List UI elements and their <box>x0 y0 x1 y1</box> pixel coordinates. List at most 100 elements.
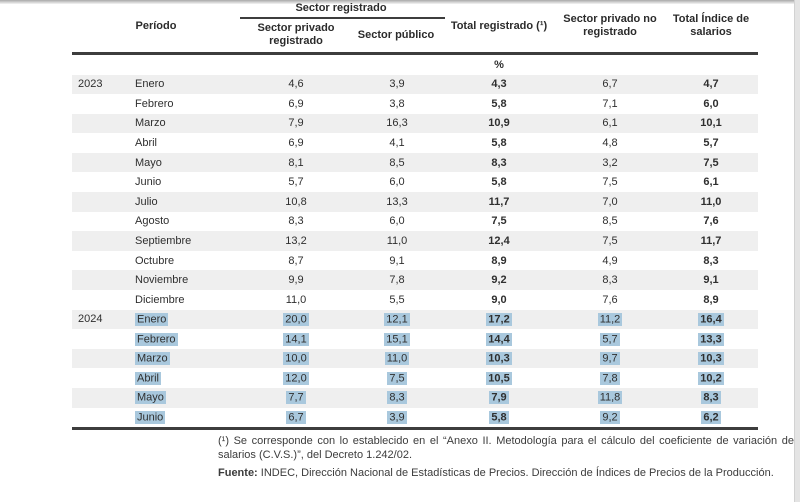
cell-total-registered: 7,5 <box>491 215 507 228</box>
selected-text: Abril <box>135 371 162 385</box>
group-header-underline <box>240 17 445 19</box>
cell-public: 7,8 <box>389 274 405 287</box>
cell-private-registered: 20,0 <box>240 312 352 326</box>
table-row: Marzo 7,9 16,3 10,9 6,1 10,1 <box>72 113 758 134</box>
selected-text: Junio <box>135 410 166 424</box>
unit-row: % <box>72 55 758 75</box>
selected-text: Febrero <box>135 332 178 346</box>
cell-private-unregistered: 3,2 <box>602 156 618 169</box>
cell-month: Julio <box>135 195 158 208</box>
cell-public: 11,0 <box>352 352 442 366</box>
cell-month: Enero <box>135 78 165 91</box>
selected-text: 10,2 <box>698 371 724 385</box>
cell-private-registered: 4,6 <box>288 78 304 91</box>
cell-total-registered: 5,8 <box>491 137 507 150</box>
cell-total-registered: 4,3 <box>491 78 507 91</box>
cell-public: 12,1 <box>352 312 442 326</box>
cell-private-registered: 6,7 <box>240 410 352 424</box>
cell-private-registered: 14,1 <box>240 332 352 346</box>
header-rule <box>72 52 758 55</box>
cell-private-unregistered: 9,2 <box>556 410 664 424</box>
table-row: Febrero 14,1 15,1 14,4 5,7 13,3 <box>72 329 758 349</box>
unit-label-percent: % <box>494 58 504 71</box>
cell-total-registered: 12,4 <box>488 235 510 248</box>
cell-public: 13,3 <box>386 195 408 208</box>
cell-total-index: 13,3 <box>664 332 758 346</box>
cell-private-registered: 10,8 <box>285 195 307 208</box>
table-row: Mayo 8,1 8,5 8,3 3,2 7,5 <box>72 152 758 173</box>
cell-total-index: 8,3 <box>703 254 719 267</box>
cell-year: 2024 <box>78 313 103 326</box>
cell-private-unregistered: 7,8 <box>556 371 664 385</box>
selected-text: 11,2 <box>597 312 623 326</box>
table-row: Marzo 10,0 11,0 10,3 9,7 10,3 <box>72 348 758 369</box>
cell-total-index: 5,7 <box>703 137 719 150</box>
cell-total-index: 7,5 <box>703 156 719 169</box>
cell-private-unregistered: 4,8 <box>602 137 618 150</box>
selected-text: Enero <box>135 312 169 326</box>
footnote-source: Fuente: INDEC, Dirección Nacional de Est… <box>218 467 794 481</box>
selected-text: 7,5 <box>387 371 407 385</box>
source-text: INDEC, Dirección Nacional de Estadística… <box>257 467 774 479</box>
cell-private-unregistered: 7,0 <box>602 195 618 208</box>
cell-private-unregistered: 7,6 <box>602 293 618 306</box>
cell-total-registered: 5,8 <box>491 176 507 189</box>
cell-total-registered: 9,2 <box>491 274 507 287</box>
cell-public: 3,9 <box>389 78 405 91</box>
cell-public: 4,1 <box>389 137 405 150</box>
cell-public: 15,1 <box>352 332 442 346</box>
table-row: Julio 10,8 13,3 11,7 7,0 11,0 <box>72 192 758 212</box>
selected-text: 15,1 <box>384 332 410 346</box>
cell-private-unregistered: 7,5 <box>602 176 618 189</box>
cell-public: 9,1 <box>389 254 405 267</box>
cell-private-registered: 6,9 <box>288 137 304 150</box>
cell-total-index: 11,7 <box>700 235 722 248</box>
table-row: 2024 Enero 20,0 12,1 17,2 11,2 16,4 <box>72 309 758 330</box>
cell-month: Diciembre <box>135 293 185 306</box>
column-header-sector-publico: Sector público <box>357 28 435 41</box>
cell-month: Abril <box>128 371 240 385</box>
selected-text: 7,7 <box>286 391 306 405</box>
table-row: Septiembre 13,2 11,0 12,4 7,5 11,7 <box>72 231 758 251</box>
table-row: Agosto 8,3 6,0 7,5 8,5 7,6 <box>72 212 758 232</box>
cell-private-registered: 11,0 <box>285 293 307 306</box>
selected-text: 14,4 <box>486 332 512 346</box>
cell-public: 16,3 <box>386 117 408 130</box>
cell-month: Abril <box>135 137 158 150</box>
table-row: Abril 6,9 4,1 5,8 4,8 5,7 <box>72 133 758 153</box>
cell-month: Mayo <box>135 156 162 169</box>
selected-text: 10,3 <box>486 352 512 366</box>
selected-text: 13,3 <box>698 332 724 346</box>
column-header-sector-privado-no-registrado: Sector privado no registrado <box>563 13 657 38</box>
cell-public: 7,5 <box>352 371 442 385</box>
cell-total-registered: 8,3 <box>491 156 507 169</box>
cell-public: 3,9 <box>352 410 442 424</box>
page-right-edge <box>794 0 800 502</box>
column-header-total-registrado: Total registrado (¹) <box>450 19 548 32</box>
cell-total-index: 10,1 <box>700 117 722 130</box>
cell-total-index: 6,1 <box>703 176 719 189</box>
cell-private-unregistered: 8,3 <box>602 274 618 287</box>
cell-total-index: 11,0 <box>700 195 722 208</box>
cell-total-registered: 8,9 <box>491 254 507 267</box>
table-body: 2023 Enero 4,6 3,9 4,3 6,7 4,7 Febrero 6,9 3,8 5,8… <box>72 74 758 428</box>
cell-private-unregistered: 11,2 <box>556 312 664 326</box>
table-row: 2023 Enero 4,6 3,9 4,3 6,7 4,7 <box>72 74 758 95</box>
selected-text: 5,7 <box>600 332 620 346</box>
column-group-header-sector-registrado: Sector registrado <box>295 2 387 14</box>
table-row: Junio 6,7 3,9 5,8 9,2 6,2 <box>72 408 758 428</box>
selected-text: 14,1 <box>283 332 309 346</box>
cell-private-unregistered: 9,7 <box>556 352 664 366</box>
cell-total-index: 10,3 <box>664 352 758 366</box>
cell-month: Febrero <box>128 332 240 346</box>
cell-total-index: 8,9 <box>703 293 719 306</box>
table-row: Noviembre 9,9 7,8 9,2 8,3 9,1 <box>72 270 758 291</box>
table-row: Mayo 7,7 8,3 7,9 11,8 8,3 <box>72 388 758 408</box>
selected-text: 12,0 <box>283 371 309 385</box>
cell-total-index: 16,4 <box>664 312 758 326</box>
cell-private-registered: 5,7 <box>288 176 304 189</box>
cell-private-unregistered: 4,9 <box>602 254 618 267</box>
cell-year: 2023 <box>78 78 103 91</box>
cell-month: Octubre <box>135 254 175 267</box>
cell-total-registered: 11,7 <box>488 195 510 208</box>
